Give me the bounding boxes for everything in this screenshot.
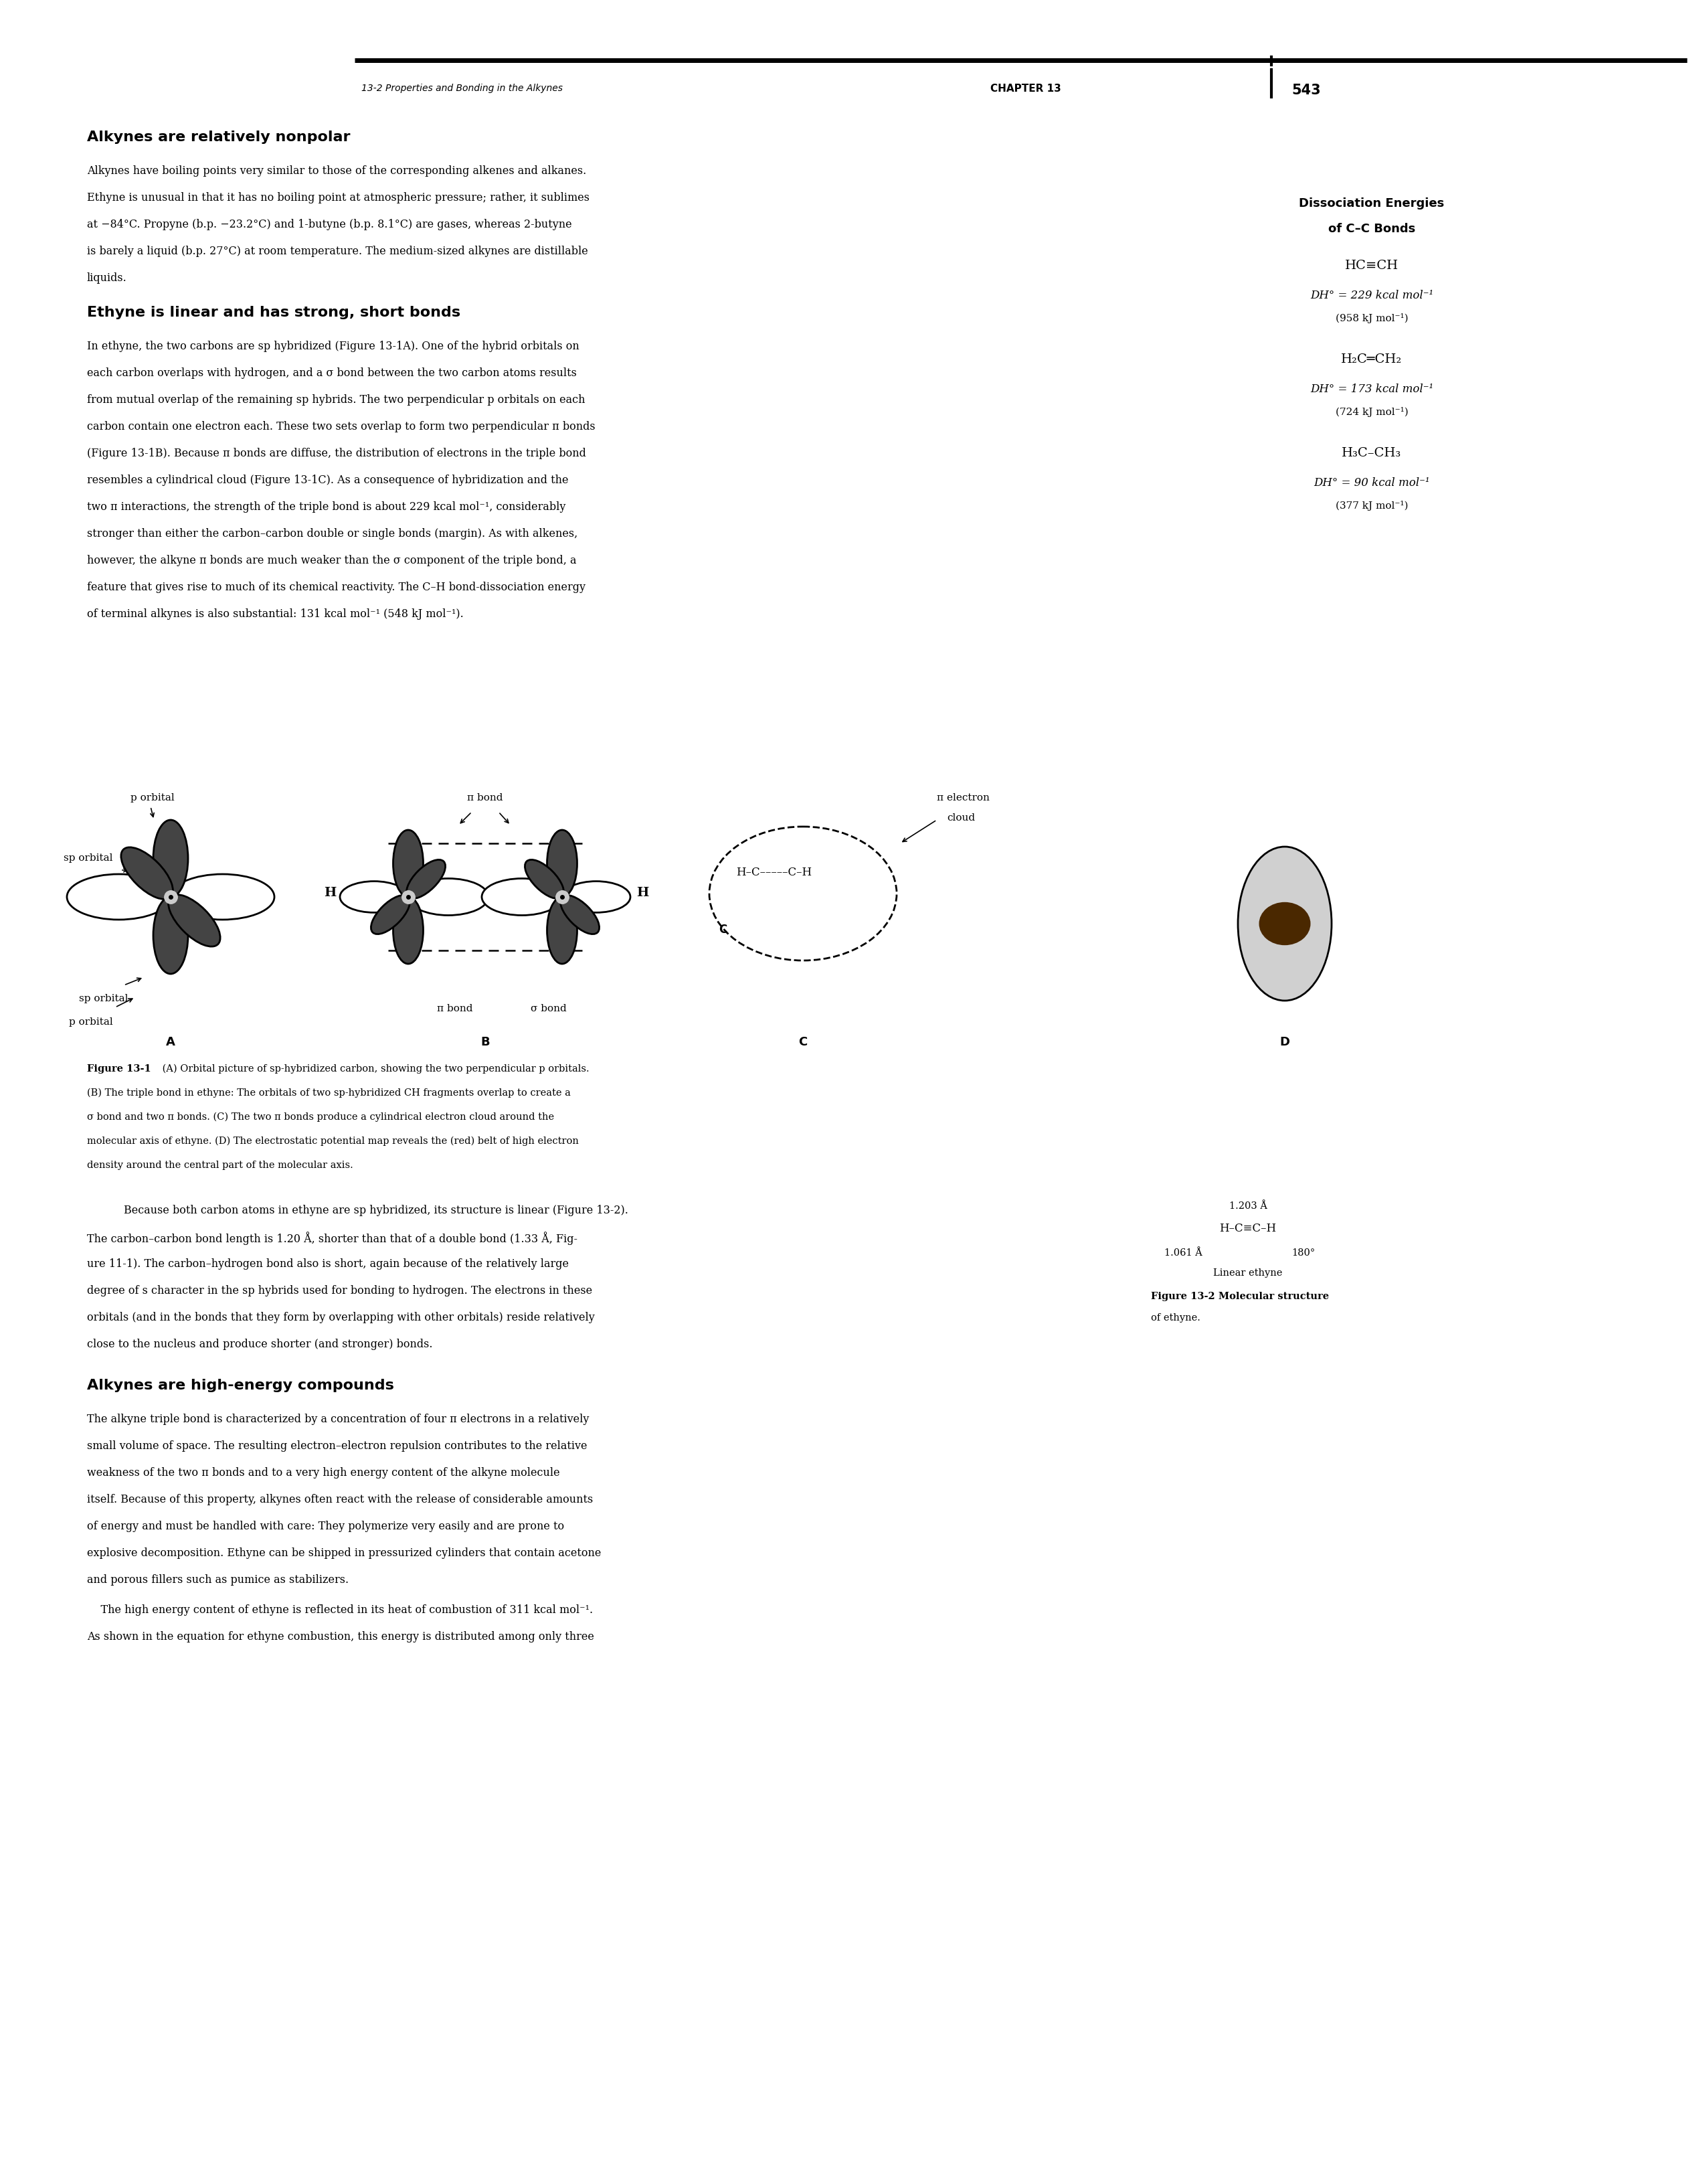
Text: sp orbital: sp orbital <box>63 854 113 863</box>
Text: C: C <box>719 924 727 935</box>
Text: DH° = 229 kcal mol⁻¹: DH° = 229 kcal mol⁻¹ <box>1311 290 1434 301</box>
Text: ure 11-1). The carbon–hydrogen bond also is short, again because of the relative: ure 11-1). The carbon–hydrogen bond also… <box>87 1258 568 1269</box>
Text: σ bond: σ bond <box>531 1005 567 1013</box>
Text: H: H <box>324 887 336 900</box>
Text: 1.203 Å: 1.203 Å <box>1229 1201 1267 1210</box>
Text: orbitals (and in the bonds that they form by overlapping with other orbitals) re: orbitals (and in the bonds that they for… <box>87 1313 594 1324</box>
Text: cloud: cloud <box>947 812 975 823</box>
Text: Alkynes have boiling points very similar to those of the corresponding alkenes a: Alkynes have boiling points very similar… <box>87 166 586 177</box>
Text: density around the central part of the molecular axis.: density around the central part of the m… <box>87 1160 353 1171</box>
Text: at −84°C. Propyne (b.p. −23.2°C) and 1-butyne (b.p. 8.1°C) are gases, whereas 2-: at −84°C. Propyne (b.p. −23.2°C) and 1-b… <box>87 218 572 229</box>
Text: Ethyne is linear and has strong, short bonds: Ethyne is linear and has strong, short b… <box>87 306 461 319</box>
Text: close to the nucleus and produce shorter (and stronger) bonds.: close to the nucleus and produce shorter… <box>87 1339 432 1350</box>
Ellipse shape <box>546 830 577 898</box>
Text: (377 kJ mol⁻¹): (377 kJ mol⁻¹) <box>1335 500 1408 511</box>
Text: B: B <box>481 1035 490 1048</box>
Text: CHAPTER 13: CHAPTER 13 <box>990 83 1062 94</box>
Text: of energy and must be handled with care: They polymerize very easily and are pro: of energy and must be handled with care:… <box>87 1520 565 1533</box>
Text: (958 kJ mol⁻¹): (958 kJ mol⁻¹) <box>1335 312 1408 323</box>
Text: Linear ethyne: Linear ethyne <box>1214 1269 1282 1278</box>
Text: As shown in the equation for ethyne combustion, this energy is distributed among: As shown in the equation for ethyne comb… <box>87 1631 594 1642</box>
Text: carbon contain one electron each. These two sets overlap to form two perpendicul: carbon contain one electron each. These … <box>87 422 596 432</box>
Text: D: D <box>1280 1035 1290 1048</box>
Ellipse shape <box>169 895 220 946</box>
Ellipse shape <box>171 874 275 919</box>
Text: Ethyne is unusual in that it has no boiling point at atmospheric pressure; rathe: Ethyne is unusual in that it has no boil… <box>87 192 589 203</box>
Text: of C–C Bonds: of C–C Bonds <box>1328 223 1415 236</box>
Text: Because both carbon atoms in ethyne are sp hybridized, its structure is linear (: Because both carbon atoms in ethyne are … <box>125 1206 628 1216</box>
Text: Figure 13-2 Molecular structure: Figure 13-2 Molecular structure <box>1151 1291 1330 1302</box>
Text: from mutual overlap of the remaining sp hybrids. The two perpendicular p orbital: from mutual overlap of the remaining sp … <box>87 395 586 406</box>
Text: stronger than either the carbon–carbon double or single bonds (margin). As with : stronger than either the carbon–carbon d… <box>87 529 577 539</box>
Text: resembles a cylindrical cloud (Figure 13-1C). As a consequence of hybridization : resembles a cylindrical cloud (Figure 13… <box>87 474 568 485</box>
Text: DH° = 173 kcal mol⁻¹: DH° = 173 kcal mol⁻¹ <box>1311 384 1434 395</box>
Text: 543: 543 <box>1292 83 1321 96</box>
Text: (A) Orbital picture of sp-hybridized carbon, showing the two perpendicular p orb: (A) Orbital picture of sp-hybridized car… <box>159 1064 589 1075</box>
Text: 13-2 Properties and Bonding in the Alkynes: 13-2 Properties and Bonding in the Alkyn… <box>362 83 563 94</box>
Ellipse shape <box>154 898 188 974</box>
Text: The alkyne triple bond is characterized by a concentration of four π electrons i: The alkyne triple bond is characterized … <box>87 1413 589 1424</box>
Text: HC≡CH: HC≡CH <box>1345 260 1398 271</box>
Text: (B) The triple bond in ethyne: The orbitals of two sp-hybridized CH fragments ov: (B) The triple bond in ethyne: The orbit… <box>87 1088 570 1099</box>
Text: explosive decomposition. Ethyne can be shipped in pressurized cylinders that con: explosive decomposition. Ethyne can be s… <box>87 1548 601 1559</box>
Text: small volume of space. The resulting electron–electron repulsion contributes to : small volume of space. The resulting ele… <box>87 1441 587 1452</box>
Text: DH° = 90 kcal mol⁻¹: DH° = 90 kcal mol⁻¹ <box>1314 478 1430 489</box>
Text: molecular axis of ethyne. (D) The electrostatic potential map reveals the (red) : molecular axis of ethyne. (D) The electr… <box>87 1136 579 1147</box>
Text: H₂C═CH₂: H₂C═CH₂ <box>1342 354 1401 365</box>
Ellipse shape <box>154 819 188 898</box>
Text: liquids.: liquids. <box>87 273 126 284</box>
Ellipse shape <box>408 878 488 915</box>
Text: In ethyne, the two carbons are sp hybridized (Figure 13-1A). One of the hybrid o: In ethyne, the two carbons are sp hybrid… <box>87 341 579 352</box>
Ellipse shape <box>546 898 577 963</box>
Text: H–C≡C–H: H–C≡C–H <box>1219 1223 1277 1234</box>
Ellipse shape <box>370 895 410 935</box>
Text: (Figure 13-1B). Because π bonds are diffuse, the distribution of electrons in th: (Figure 13-1B). Because π bonds are diff… <box>87 448 586 459</box>
Ellipse shape <box>406 860 446 898</box>
Text: π electron: π electron <box>937 793 990 802</box>
Text: The high energy content of ethyne is reflected in its heat of combustion of 311 : The high energy content of ethyne is ref… <box>87 1605 592 1616</box>
Text: p orbital: p orbital <box>130 793 174 802</box>
Ellipse shape <box>562 882 630 913</box>
Text: 180°: 180° <box>1292 1249 1314 1258</box>
Text: is barely a liquid (b.p. 27°C) at room temperature. The medium-sized alkynes are: is barely a liquid (b.p. 27°C) at room t… <box>87 245 587 258</box>
Text: The carbon–carbon bond length is 1.20 Å, shorter than that of a double bond (1.3: The carbon–carbon bond length is 1.20 Å,… <box>87 1232 577 1245</box>
Text: itself. Because of this property, alkynes often react with the release of consid: itself. Because of this property, alkyne… <box>87 1494 592 1505</box>
Text: degree of s character in the sp hybrids used for bonding to hydrogen. The electr: degree of s character in the sp hybrids … <box>87 1284 592 1297</box>
Text: of terminal alkynes is also substantial: 131 kcal mol⁻¹ (548 kJ mol⁻¹).: of terminal alkynes is also substantial:… <box>87 609 464 620</box>
Text: C: C <box>799 1035 807 1048</box>
Text: σ bond and two π bonds. (C) The two π bonds produce a cylindrical electron cloud: σ bond and two π bonds. (C) The two π bo… <box>87 1112 555 1123</box>
Text: and porous fillers such as pumice as stabilizers.: and porous fillers such as pumice as sta… <box>87 1575 348 1586</box>
Text: H₃C–CH₃: H₃C–CH₃ <box>1342 448 1401 459</box>
Text: H–C–––––C–H: H–C–––––C–H <box>736 867 813 878</box>
Ellipse shape <box>393 830 423 898</box>
Text: two π interactions, the strength of the triple bond is about 229 kcal mol⁻¹, con: two π interactions, the strength of the … <box>87 502 565 513</box>
Text: π bond: π bond <box>468 793 504 802</box>
Text: Alkynes are relatively nonpolar: Alkynes are relatively nonpolar <box>87 131 350 144</box>
Ellipse shape <box>121 847 172 900</box>
Text: of ethyne.: of ethyne. <box>1151 1313 1200 1324</box>
Text: H: H <box>637 887 649 900</box>
Text: Alkynes are high-energy compounds: Alkynes are high-energy compounds <box>87 1378 394 1391</box>
Ellipse shape <box>67 874 171 919</box>
Text: π bond: π bond <box>437 1005 473 1013</box>
Text: Dissociation Energies: Dissociation Energies <box>1299 197 1444 210</box>
Ellipse shape <box>1238 847 1331 1000</box>
Text: each carbon overlaps with hydrogen, and a σ bond between the two carbon atoms re: each carbon overlaps with hydrogen, and … <box>87 367 577 378</box>
Ellipse shape <box>524 860 563 898</box>
Text: sp orbital: sp orbital <box>79 994 128 1002</box>
Text: Figure 13-1: Figure 13-1 <box>87 1064 150 1075</box>
Ellipse shape <box>1260 902 1311 946</box>
Ellipse shape <box>481 878 562 915</box>
Text: p orbital: p orbital <box>68 1018 113 1026</box>
Text: 1.061 Å: 1.061 Å <box>1164 1249 1202 1258</box>
Text: however, the alkyne π bonds are much weaker than the σ component of the triple b: however, the alkyne π bonds are much wea… <box>87 555 577 566</box>
Text: feature that gives rise to much of its chemical reactivity. The C–H bond-dissoci: feature that gives rise to much of its c… <box>87 581 586 594</box>
Text: (724 kJ mol⁻¹): (724 kJ mol⁻¹) <box>1335 406 1408 417</box>
Ellipse shape <box>340 882 408 913</box>
Ellipse shape <box>393 898 423 963</box>
Text: weakness of the two π bonds and to a very high energy content of the alkyne mole: weakness of the two π bonds and to a ver… <box>87 1468 560 1479</box>
Text: A: A <box>166 1035 176 1048</box>
Ellipse shape <box>560 895 599 935</box>
